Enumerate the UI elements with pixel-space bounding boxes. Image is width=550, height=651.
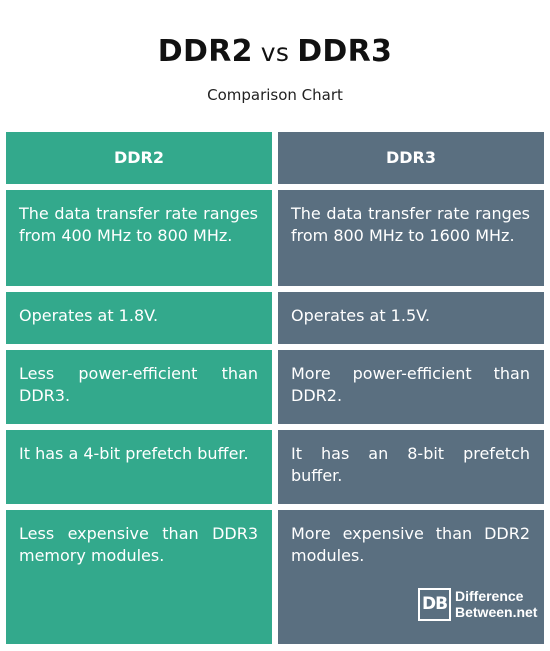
table-cell-ddr3-transfer-rate: The data transfer rate ranges from 800 M… xyxy=(278,190,544,286)
table-cell-ddr3-prefetch: It has an 8-bit prefetch buffer. xyxy=(278,430,544,504)
logo-line-1: Difference xyxy=(455,588,524,604)
table-cell-ddr3-voltage: Operates at 1.5V. xyxy=(278,292,544,344)
table-cell-ddr2-prefetch: It has a 4-bit prefetch buffer. xyxy=(6,430,272,504)
table-cell-ddr2-transfer-rate: The data transfer rate ranges from 400 M… xyxy=(6,190,272,286)
table-cell-ddr3-cost: More expensive than DDR2 modules. xyxy=(278,510,544,644)
differencebetween-logo: DB Difference Between.net xyxy=(418,585,540,623)
table-cell-ddr2-cost: Less expensive than DDR3 memory modules. xyxy=(6,510,272,644)
title-ddr2: DDR2 xyxy=(157,34,253,69)
page-subtitle: Comparison Chart xyxy=(207,86,343,104)
logo-mark: DB xyxy=(418,587,451,621)
table-cell-ddr2-voltage: Operates at 1.8V. xyxy=(6,292,272,344)
page-title: DDR2 vs DDR3 xyxy=(0,34,550,69)
title-vs: vs xyxy=(260,38,290,67)
title-ddr3: DDR3 xyxy=(297,34,393,69)
logo-line-2: Between.net xyxy=(455,604,538,620)
header-ddr2: DDR2 xyxy=(6,132,272,184)
table-cell-ddr2-efficiency: Less power-efficient than DDR3. xyxy=(6,350,272,424)
logo-text: Difference Between.net xyxy=(455,588,537,620)
table-cell-ddr3-efficiency: More power-efficient than DDR2. xyxy=(278,350,544,424)
header-ddr3: DDR3 xyxy=(278,132,544,184)
